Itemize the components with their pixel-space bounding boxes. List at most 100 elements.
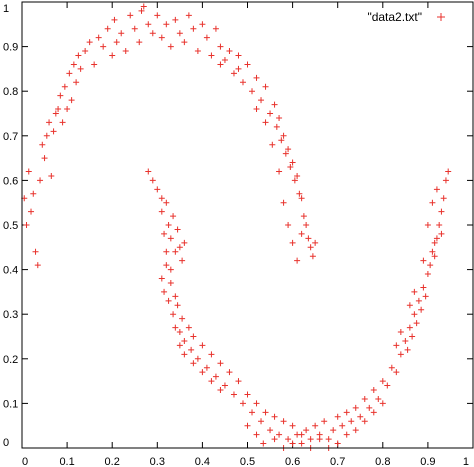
- data-point: [181, 39, 188, 46]
- y-tick-label: 0.9: [3, 42, 18, 54]
- data-point: [289, 440, 296, 447]
- data-point: [77, 65, 84, 72]
- data-point: [73, 79, 80, 86]
- data-point: [244, 391, 251, 398]
- data-point: [321, 418, 328, 425]
- data-point: [357, 413, 364, 420]
- data-point: [82, 48, 89, 55]
- data-point: [339, 422, 346, 429]
- x-tick-label: 1: [463, 456, 469, 467]
- data-point: [307, 436, 314, 443]
- data-point: [230, 70, 237, 77]
- data-point: [273, 123, 280, 130]
- legend: "data2.txt": [367, 10, 445, 24]
- data-point: [300, 213, 307, 220]
- data-point: [100, 43, 107, 50]
- data-point: [179, 315, 186, 322]
- data-point: [158, 208, 165, 215]
- data-point: [375, 395, 382, 402]
- data-point: [397, 351, 404, 358]
- data-point: [188, 346, 195, 353]
- data-point: [59, 119, 66, 126]
- data-point: [136, 39, 143, 46]
- data-point: [418, 306, 425, 313]
- data-point: [145, 21, 152, 28]
- data-point: [172, 324, 179, 331]
- data-point: [348, 418, 355, 425]
- data-point: [269, 141, 276, 148]
- data-point: [70, 61, 77, 68]
- data-point: [276, 431, 283, 438]
- data-point: [442, 177, 449, 184]
- data-point: [167, 43, 174, 50]
- data-point: [431, 253, 438, 260]
- data-point: [278, 137, 285, 144]
- y-tick-label: 0.3: [3, 309, 18, 321]
- data-point: [312, 422, 319, 429]
- data-point: [393, 369, 400, 376]
- x-tick-label: 0.1: [59, 456, 74, 467]
- data-point: [253, 431, 260, 438]
- data-point: [181, 337, 188, 344]
- data-point: [176, 342, 183, 349]
- y-tick-label: 0.5: [3, 220, 18, 232]
- data-point: [64, 106, 71, 113]
- data-point: [239, 400, 246, 407]
- data-point: [258, 97, 265, 104]
- data-point: [262, 119, 269, 126]
- data-point: [366, 404, 373, 411]
- data-point: [294, 172, 301, 179]
- data-point: [411, 288, 418, 295]
- data-point: [208, 351, 215, 358]
- data-point: [253, 74, 260, 81]
- data-point: [163, 21, 170, 28]
- data-point: [253, 106, 260, 113]
- data-point: [185, 12, 192, 19]
- data-point: [30, 190, 37, 197]
- data-point: [37, 177, 44, 184]
- data-point: [176, 329, 183, 336]
- data-point: [221, 382, 228, 389]
- x-tick-label: 0.6: [285, 456, 300, 467]
- plot-frame: [21, 1, 474, 449]
- data-point: [388, 364, 395, 371]
- data-point: [203, 34, 210, 41]
- data-point: [217, 61, 224, 68]
- data-point: [185, 324, 192, 331]
- data-point: [303, 222, 310, 228]
- data-point: [267, 427, 274, 434]
- x-tick-label: 0.7: [330, 456, 345, 467]
- data-point: [109, 52, 116, 59]
- data-point: [217, 360, 224, 367]
- data-point: [199, 342, 206, 349]
- data-point: [343, 431, 350, 438]
- data-point: [253, 400, 260, 407]
- data-point: [258, 418, 265, 425]
- data-point: [194, 48, 201, 55]
- data-point: [161, 288, 168, 295]
- data-point: [179, 257, 186, 264]
- data-point: [316, 436, 323, 443]
- data-point: [226, 48, 233, 55]
- data-point: [154, 12, 161, 19]
- data-point: [140, 3, 147, 10]
- data-point: [309, 253, 316, 260]
- data-point: [190, 333, 197, 340]
- y-tick-label: 0.1: [3, 398, 18, 410]
- data-point: [280, 132, 287, 139]
- data-point: [48, 172, 55, 179]
- data-point: [361, 418, 368, 425]
- data-point: [325, 436, 332, 443]
- data-point: [436, 222, 443, 228]
- data-point: [267, 110, 274, 117]
- data-point: [276, 114, 283, 121]
- data-point: [172, 248, 179, 255]
- data-point: [262, 409, 269, 416]
- data-point: [86, 39, 93, 46]
- data-point: [190, 360, 197, 367]
- data-point: [25, 168, 32, 175]
- data-point: [167, 279, 174, 286]
- y-tick-label: 1: [3, 3, 9, 15]
- data-point: [111, 16, 118, 23]
- data-point: [422, 293, 429, 300]
